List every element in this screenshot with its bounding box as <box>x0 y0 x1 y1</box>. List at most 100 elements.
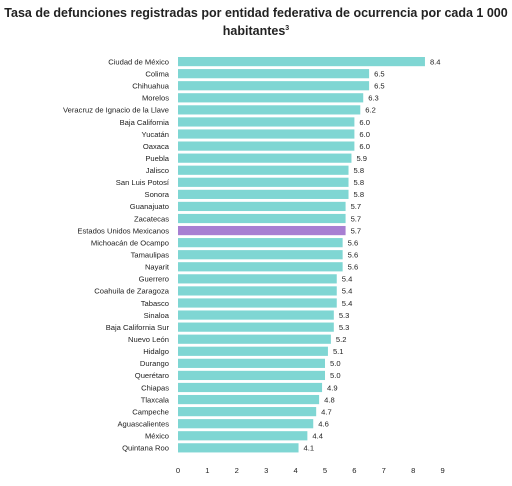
value-label: 5.7 <box>351 214 362 223</box>
value-label: 4.9 <box>327 383 338 392</box>
category-label: Tabasco <box>141 299 169 308</box>
bar <box>178 419 314 429</box>
value-label: 6.5 <box>374 69 385 78</box>
value-label: 5.7 <box>351 202 362 211</box>
x-tick-label: 7 <box>382 466 386 475</box>
value-label: 6.5 <box>374 82 385 91</box>
category-label: Veracruz de Ignacio de la Llave <box>63 106 169 115</box>
category-label: Chihuahua <box>132 82 170 91</box>
bar <box>178 431 308 441</box>
value-label: 5.7 <box>351 226 362 235</box>
value-label: 8.4 <box>430 57 441 66</box>
category-label: Michoacán de Ocampo <box>91 238 169 247</box>
bar <box>178 394 320 405</box>
bar <box>178 310 334 320</box>
category-label: Zacatecas <box>134 214 169 223</box>
value-label: 5.2 <box>336 335 347 344</box>
category-label: Guerrero <box>139 275 169 284</box>
category-label: Guanajuato <box>130 202 169 211</box>
bar <box>178 141 355 151</box>
x-tick-label: 3 <box>264 466 268 475</box>
bar <box>178 238 343 248</box>
bar <box>178 153 352 163</box>
value-label: 6.0 <box>359 142 370 151</box>
category-label: Querétaro <box>135 371 169 380</box>
chart-title-line-1: Tasa de defunciones registradas por enti… <box>4 6 508 20</box>
category-label: Nayarit <box>145 263 170 272</box>
value-label: 5.8 <box>354 166 365 175</box>
chart-title-footnote: 3 <box>285 25 290 32</box>
category-label: Ciudad de México <box>108 57 169 66</box>
bar <box>178 298 337 308</box>
bar <box>178 129 355 139</box>
bar <box>178 443 299 453</box>
x-tick-label: 9 <box>440 466 444 475</box>
value-label: 5.9 <box>356 154 367 163</box>
x-tick-label: 2 <box>235 466 239 475</box>
value-label: 6.3 <box>368 94 379 103</box>
bar <box>178 177 349 187</box>
bar <box>178 358 325 368</box>
chart-title: Tasa de defunciones registradas por enti… <box>0 6 512 39</box>
value-label: 5.4 <box>342 299 353 308</box>
value-label: 6.2 <box>365 106 376 115</box>
bar <box>178 382 323 393</box>
category-label: Puebla <box>145 154 169 163</box>
category-label: Aguascalientes <box>117 420 169 429</box>
bar <box>178 370 325 381</box>
category-label: Durango <box>140 359 169 368</box>
category-label: Tlaxcala <box>141 395 170 404</box>
bar <box>178 201 346 212</box>
category-label: Estados Unidos Mexicanos <box>77 226 169 235</box>
category-label: Morelos <box>142 94 169 103</box>
bar <box>178 105 361 115</box>
value-label: 4.6 <box>318 420 329 429</box>
chart-title-text: habitantes <box>222 24 286 39</box>
value-label: 4.8 <box>324 395 335 404</box>
bar <box>178 250 343 260</box>
bar <box>178 346 328 356</box>
value-label: 4.4 <box>312 432 323 441</box>
bar <box>178 93 364 103</box>
category-label: Campeche <box>132 407 169 416</box>
value-label: 5.8 <box>354 178 365 187</box>
category-label: Nuevo León <box>128 335 169 344</box>
category-label: Yucatán <box>142 130 169 139</box>
bar <box>178 213 346 224</box>
x-tick-label: 4 <box>293 466 297 475</box>
bar <box>178 286 337 296</box>
value-label: 5.8 <box>354 190 365 199</box>
bar <box>178 262 343 272</box>
x-tick-label: 8 <box>411 466 415 475</box>
category-label: Sonora <box>145 190 170 199</box>
bar <box>178 165 349 175</box>
category-label: Baja California Sur <box>106 323 170 332</box>
x-tick-label: 0 <box>176 466 180 475</box>
value-label: 4.7 <box>321 407 332 416</box>
category-label: San Luis Potosí <box>116 178 170 187</box>
value-label: 5.1 <box>333 347 344 356</box>
bar <box>178 274 337 284</box>
value-label: 5.4 <box>342 287 353 296</box>
category-label: Quintana Roo <box>122 444 169 453</box>
value-label: 5.0 <box>330 359 341 368</box>
bar <box>178 81 370 91</box>
value-label: 5.6 <box>348 251 359 260</box>
bar <box>178 334 331 344</box>
bar <box>178 189 349 199</box>
category-label: México <box>145 432 169 441</box>
value-label: 6.0 <box>359 118 370 127</box>
category-label: Hidalgo <box>143 347 169 356</box>
value-label: 5.3 <box>339 323 350 332</box>
category-label: Baja California <box>120 118 170 127</box>
category-label: Jalisco <box>146 166 169 175</box>
chart-title-line-2: habitantes3 <box>0 21 512 39</box>
category-label: Oaxaca <box>143 142 170 151</box>
value-label: 5.6 <box>348 238 359 247</box>
category-label: Coahuila de Zaragoza <box>94 287 169 296</box>
category-label: Sinaloa <box>144 311 170 320</box>
bar-highlight <box>178 225 346 236</box>
value-label: 5.6 <box>348 263 359 272</box>
x-tick-label: 1 <box>205 466 209 475</box>
